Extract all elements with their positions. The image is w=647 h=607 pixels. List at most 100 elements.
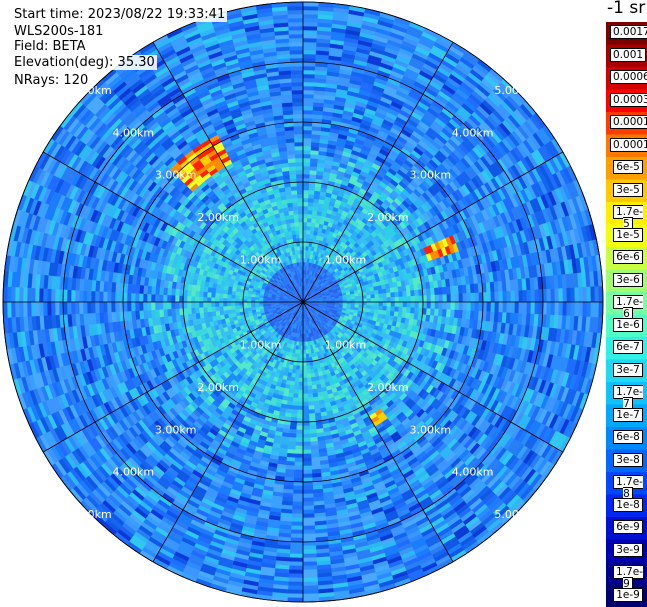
data-cell xyxy=(482,301,488,312)
data-cell xyxy=(386,306,392,312)
data-cell xyxy=(426,301,432,309)
data-cell xyxy=(538,301,544,315)
data-cell xyxy=(366,298,372,303)
data-cell xyxy=(406,307,412,314)
data-cell xyxy=(291,505,304,511)
data-cell xyxy=(594,286,600,303)
data-cell xyxy=(302,129,313,135)
data-cell xyxy=(306,229,311,235)
data-cell xyxy=(490,291,496,303)
data-cell xyxy=(365,291,371,296)
data-cell xyxy=(305,345,309,351)
data-cell xyxy=(378,297,384,303)
data-cell xyxy=(530,289,536,303)
data-cell xyxy=(486,301,492,313)
data-cell xyxy=(298,369,304,375)
data-cell xyxy=(498,291,504,303)
data-cell xyxy=(302,421,310,427)
data-cell xyxy=(458,293,464,303)
data-cell xyxy=(398,296,404,303)
data-cell xyxy=(410,290,416,297)
data-cell xyxy=(498,301,504,313)
data-cell xyxy=(307,401,315,407)
data-cell xyxy=(570,301,576,317)
data-cell xyxy=(534,301,540,315)
data-cell xyxy=(386,301,392,307)
data-cell xyxy=(358,295,364,300)
data-cell xyxy=(302,529,316,535)
data-cell xyxy=(350,299,356,303)
data-cell xyxy=(293,385,299,391)
data-cell xyxy=(442,294,448,303)
data-cell xyxy=(307,385,313,391)
data-cell xyxy=(302,505,315,511)
data-cell xyxy=(534,289,540,303)
data-cell xyxy=(307,393,314,399)
data-cell xyxy=(287,585,304,591)
data-cell xyxy=(426,308,432,316)
data-cell xyxy=(287,581,304,587)
data-cell xyxy=(296,425,304,431)
data-cell xyxy=(309,425,317,431)
data-cell xyxy=(302,405,309,411)
data-cell xyxy=(309,173,317,179)
data-cell xyxy=(308,189,315,195)
data-cell xyxy=(295,445,304,451)
data-cell xyxy=(311,218,317,224)
data-cell xyxy=(514,301,520,314)
data-cell xyxy=(291,521,304,527)
data-cell xyxy=(302,417,310,423)
data-cell xyxy=(302,369,308,375)
data-cell xyxy=(302,233,307,239)
data-cell xyxy=(305,361,310,367)
data-cell xyxy=(292,393,299,399)
data-cell xyxy=(302,473,313,479)
data-cell xyxy=(292,497,304,503)
data-cell xyxy=(478,292,484,303)
data-cell xyxy=(302,377,308,383)
data-cell xyxy=(288,565,304,571)
data-cell xyxy=(366,294,372,299)
data-cell xyxy=(302,97,314,103)
data-cell xyxy=(296,421,304,427)
data-cell xyxy=(302,373,308,379)
data-cell xyxy=(574,287,580,303)
data-cell xyxy=(506,290,512,303)
data-cell xyxy=(306,377,312,383)
data-cell xyxy=(590,301,596,318)
data-cell xyxy=(302,361,307,367)
data-cell xyxy=(382,305,388,312)
data-cell xyxy=(302,241,307,247)
data-cell xyxy=(302,437,311,443)
data-cell xyxy=(302,85,315,91)
data-cell xyxy=(290,533,304,539)
data-cell xyxy=(293,389,299,395)
data-cell xyxy=(299,353,304,359)
data-cell xyxy=(302,149,312,155)
data-cell xyxy=(306,381,313,387)
data-cell xyxy=(398,306,404,313)
data-cell xyxy=(546,301,552,316)
data-cell xyxy=(410,307,416,314)
data-cell xyxy=(558,288,564,303)
data-cell xyxy=(406,301,412,308)
data-cell xyxy=(578,301,584,317)
data-cell xyxy=(297,401,304,407)
data-cell xyxy=(288,433,297,439)
data-cell xyxy=(302,125,313,131)
data-cell xyxy=(410,295,416,303)
data-cell xyxy=(305,349,309,355)
data-cell xyxy=(430,287,436,296)
data-cell xyxy=(474,292,480,303)
data-cell xyxy=(570,287,576,303)
data-cell xyxy=(295,429,304,435)
data-cell xyxy=(302,245,307,251)
data-cell xyxy=(292,501,304,507)
data-cell xyxy=(422,295,428,303)
data-cell xyxy=(402,290,408,298)
data-cell xyxy=(302,585,319,591)
data-cell xyxy=(546,288,552,303)
data-cell xyxy=(290,529,304,535)
data-cell xyxy=(402,306,408,314)
data-cell xyxy=(434,294,440,303)
